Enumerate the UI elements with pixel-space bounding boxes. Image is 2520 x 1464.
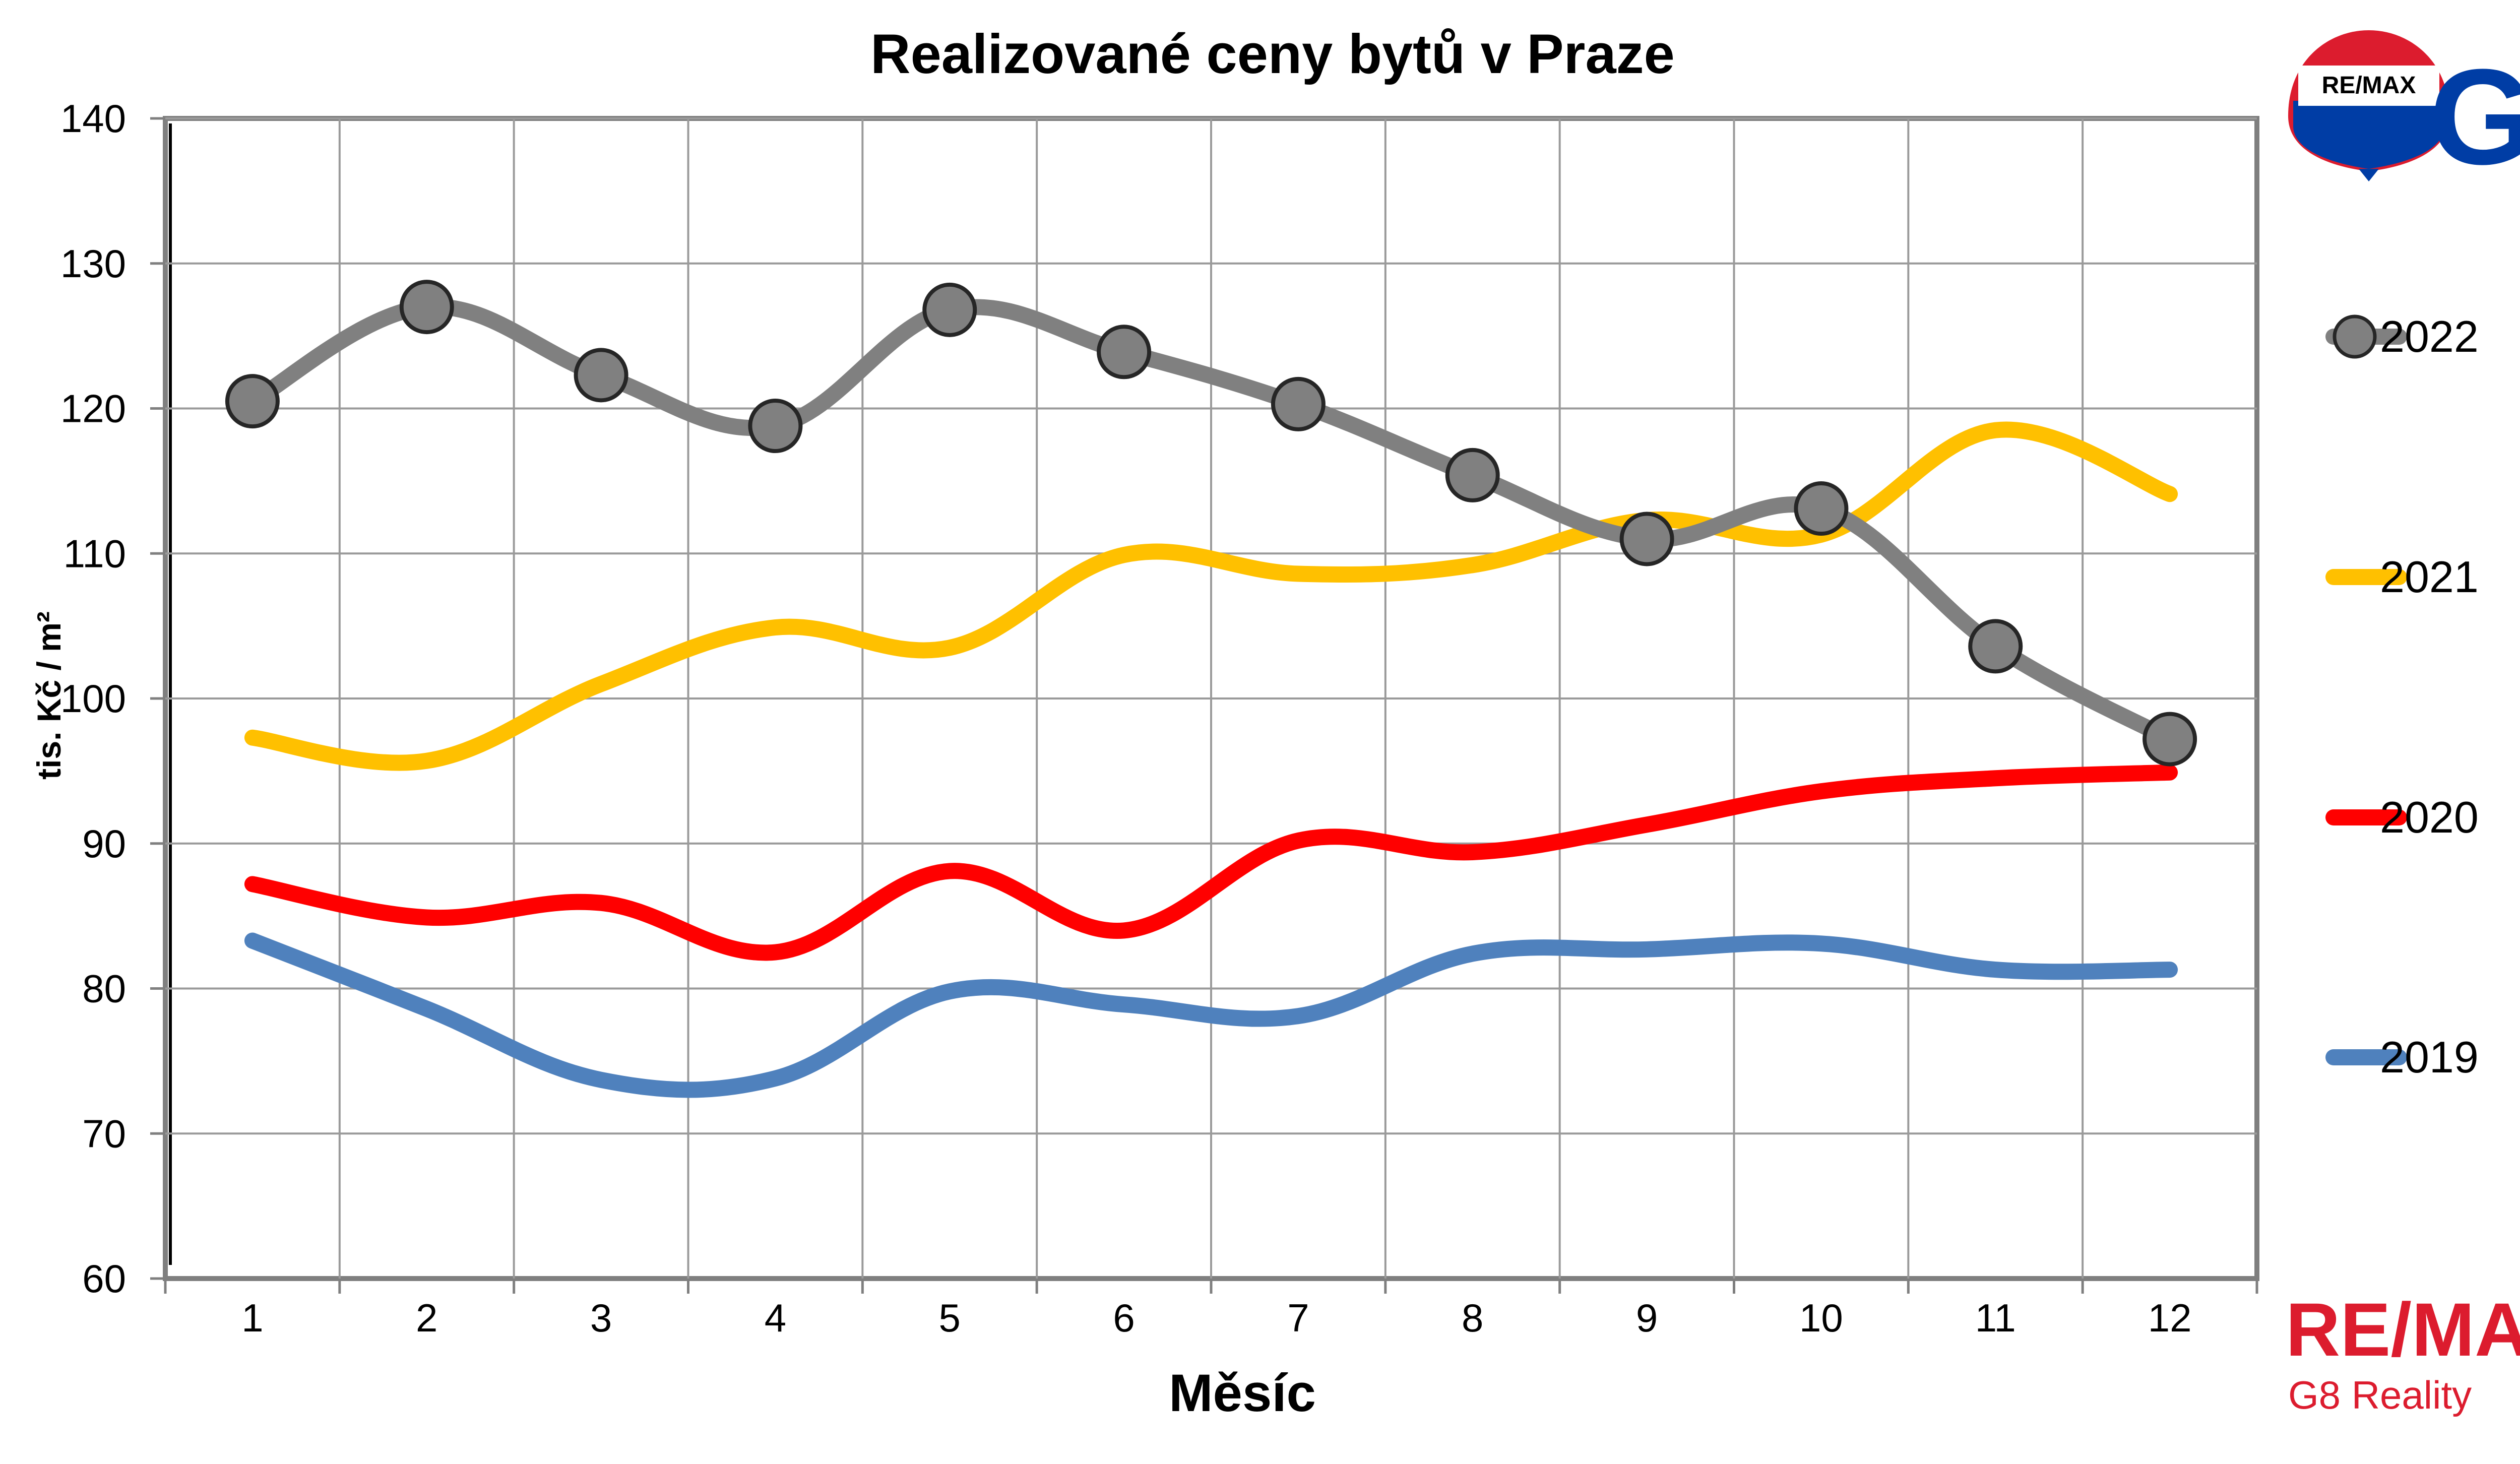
legend-item-2022: 2022 — [2325, 311, 2479, 361]
remax-g8-reality-logo: RE/MAX G8 Reality — [2286, 1287, 2520, 1417]
series-marker-2022 — [574, 348, 628, 403]
y-tick-label: 60 — [82, 1256, 126, 1301]
y-tick-label: 120 — [60, 387, 126, 431]
legend-item-2019: 2019 — [2325, 1032, 2479, 1082]
remax-wordmark: RE/MAX — [2286, 1287, 2520, 1372]
gridlines — [165, 117, 2257, 1279]
x-tick-label: 8 — [1462, 1296, 1483, 1340]
legend: 2022 2021 2020 2019 — [2325, 311, 2479, 1082]
series-marker-2022 — [1619, 512, 1674, 566]
legend-label-2022: 2022 — [2380, 311, 2479, 361]
series-marker-2022 — [748, 399, 803, 454]
balloon-icon: RE/MAX — [2288, 30, 2449, 181]
series-marker-2022 — [922, 282, 977, 337]
series-marker-2022 — [1097, 325, 1152, 379]
x-axis-label: Měsíc — [1169, 1364, 1316, 1423]
y-tick-label: 80 — [82, 967, 126, 1011]
x-tick-label: 7 — [1287, 1296, 1309, 1340]
y-tick-label: 140 — [60, 96, 126, 141]
legend-item-2020: 2020 — [2325, 792, 2479, 842]
series-marker-2022 — [1968, 619, 2023, 674]
g8-brand-text: G8 — [2429, 41, 2520, 193]
series-line-2019 — [244, 932, 2178, 1098]
y-tick-label: 130 — [60, 241, 126, 286]
remax-g8-logo: RE/MAX G8 — [2288, 30, 2520, 193]
y-tick-label: 70 — [82, 1111, 126, 1156]
y-axis-ticks: 60 70 80 90 100 110 120 130 140 — [60, 96, 165, 1301]
x-tick-label: 5 — [939, 1296, 961, 1340]
x-tick-label: 6 — [1113, 1296, 1135, 1340]
y-tick-label: 90 — [82, 821, 126, 866]
balloon-badge-text: RE/MAX — [2322, 72, 2416, 99]
series-marker-2022 — [2143, 712, 2197, 767]
x-tick-label: 2 — [416, 1296, 437, 1340]
series-marker-2022 — [1445, 448, 1500, 502]
chart-title: Realizované ceny bytů v Praze — [870, 23, 1675, 85]
series-marker-2022 — [1794, 481, 1849, 536]
series-marker-2022 — [1271, 376, 1326, 431]
series-lines — [244, 298, 2178, 1098]
series-markers — [225, 280, 2197, 767]
legend-label-2020: 2020 — [2380, 792, 2479, 842]
x-tick-label: 9 — [1636, 1296, 1658, 1340]
series-marker-2022 — [225, 374, 280, 429]
g8-reality-subtitle: G8 Reality — [2288, 1373, 2472, 1417]
x-tick-label: 4 — [765, 1296, 786, 1340]
x-tick-label: 1 — [241, 1296, 263, 1340]
y-tick-label: 110 — [64, 531, 126, 576]
series-line-2020 — [244, 764, 2178, 961]
series-marker-2022 — [399, 280, 454, 335]
x-tick-label: 11 — [1975, 1296, 2016, 1340]
x-axis-ticks: 1 2 3 4 5 6 7 8 9 10 11 12 — [164, 1279, 2258, 1340]
legend-item-2021: 2021 — [2325, 552, 2479, 602]
x-tick-label: 12 — [2148, 1296, 2192, 1340]
legend-label-2019: 2019 — [2380, 1032, 2479, 1082]
y-axis-label: tis. Kč / m² — [30, 611, 68, 780]
x-tick-label: 10 — [1799, 1296, 1843, 1340]
legend-label-2021: 2021 — [2380, 552, 2479, 602]
legend-marker-2022 — [2333, 314, 2377, 359]
x-tick-label: 3 — [590, 1296, 612, 1340]
y-tick-label: 100 — [60, 676, 126, 721]
